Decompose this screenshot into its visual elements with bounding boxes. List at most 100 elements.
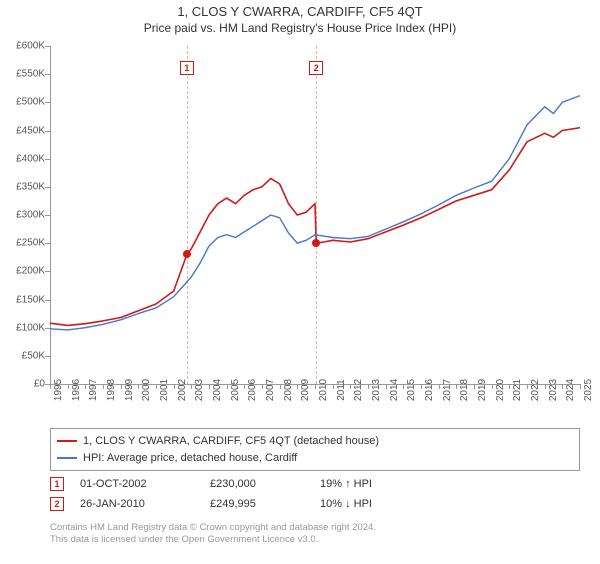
y-tick <box>45 46 50 47</box>
y-tick <box>45 159 50 160</box>
row-change: 19% ↑ HPI <box>320 478 440 490</box>
y-tick-label: £150K <box>0 294 45 305</box>
x-tick <box>121 384 122 389</box>
y-tick-label: £400K <box>0 153 45 164</box>
x-tick <box>527 384 528 389</box>
x-tick <box>421 384 422 389</box>
y-tick <box>45 328 50 329</box>
y-tick-label: £500K <box>0 97 45 108</box>
legend-swatch-icon <box>57 440 77 442</box>
y-tick <box>45 243 50 244</box>
legend-row: HPI: Average price, detached house, Card… <box>57 450 573 467</box>
x-tick <box>439 384 440 389</box>
attribution-line-1: Contains HM Land Registry data © Crown c… <box>50 522 580 534</box>
x-tick <box>545 384 546 389</box>
x-tick-label: 2012 <box>353 379 364 401</box>
attribution: Contains HM Land Registry data © Crown c… <box>50 522 580 547</box>
x-tick <box>580 384 581 389</box>
y-tick <box>45 300 50 301</box>
y-tick-label: £50K <box>0 350 45 361</box>
x-tick-label: 2018 <box>459 379 470 401</box>
row-marker-icon: 2 <box>50 497 64 511</box>
legend-label: 1, CLOS Y CWARRA, CARDIFF, CF5 4QT (deta… <box>83 433 379 450</box>
x-tick-label: 2021 <box>512 379 523 401</box>
y-tick-label: £550K <box>0 69 45 80</box>
x-tick <box>103 384 104 389</box>
y-tick <box>45 102 50 103</box>
x-tick-label: 2025 <box>583 379 594 401</box>
chart-marker-label: 2 <box>309 61 323 75</box>
x-tick <box>227 384 228 389</box>
x-tick <box>262 384 263 389</box>
x-tick-label: 2010 <box>318 379 329 401</box>
y-tick-label: £100K <box>0 322 45 333</box>
row-marker-icon: 1 <box>50 477 64 491</box>
legend-row: 1, CLOS Y CWARRA, CARDIFF, CF5 4QT (deta… <box>57 433 573 450</box>
x-tick-label: 1998 <box>106 379 117 401</box>
x-tick-label: 2016 <box>424 379 435 401</box>
table-row: 226-JAN-2010£249,99510% ↓ HPI <box>50 494 580 514</box>
x-tick-label: 2017 <box>442 379 453 401</box>
chart-title: 1, CLOS Y CWARRA, CARDIFF, CF5 4QT <box>0 4 600 19</box>
legend-label: HPI: Average price, detached house, Card… <box>83 450 297 467</box>
x-tick-label: 2011 <box>336 379 347 401</box>
x-tick <box>386 384 387 389</box>
x-tick <box>50 384 51 389</box>
x-tick-label: 2001 <box>159 379 170 401</box>
x-tick-label: 2004 <box>212 379 223 401</box>
legend-swatch-icon <box>57 457 77 459</box>
chart-subtitle: Price paid vs. HM Land Registry's House … <box>0 21 600 35</box>
legend-box: 1, CLOS Y CWARRA, CARDIFF, CF5 4QT (deta… <box>50 428 580 471</box>
x-tick-label: 2000 <box>141 379 152 401</box>
row-date: 26-JAN-2010 <box>74 498 200 510</box>
x-tick <box>456 384 457 389</box>
y-tick <box>45 215 50 216</box>
row-date: 01-OCT-2002 <box>74 478 200 490</box>
x-tick-label: 1996 <box>71 379 82 401</box>
y-tick-label: £600K <box>0 41 45 52</box>
x-tick <box>403 384 404 389</box>
x-tick <box>156 384 157 389</box>
y-tick-label: £300K <box>0 210 45 221</box>
x-tick <box>191 384 192 389</box>
y-tick <box>45 187 50 188</box>
x-tick <box>297 384 298 389</box>
x-tick-label: 2003 <box>194 379 205 401</box>
x-tick <box>509 384 510 389</box>
y-tick-label: £450K <box>0 125 45 136</box>
x-tick <box>492 384 493 389</box>
sale-point-icon <box>183 250 191 258</box>
x-tick-label: 2008 <box>283 379 294 401</box>
x-tick <box>333 384 334 389</box>
attribution-line-2: This data is licensed under the Open Gov… <box>50 534 580 546</box>
y-tick-label: £0 <box>0 379 45 390</box>
row-price: £230,000 <box>210 478 310 490</box>
x-tick <box>174 384 175 389</box>
x-tick-label: 2019 <box>477 379 488 401</box>
sale-point-icon <box>312 239 320 247</box>
x-tick <box>209 384 210 389</box>
x-tick-label: 2006 <box>247 379 258 401</box>
x-tick-label: 2005 <box>230 379 241 401</box>
row-change: 10% ↓ HPI <box>320 498 440 510</box>
x-tick-label: 2015 <box>406 379 417 401</box>
x-tick-label: 1995 <box>53 379 64 401</box>
line-series-svg <box>50 46 580 384</box>
sales-table: 1 01-OCT-2002 £230,000 19% ↑ HPI 2 26-JAN-201… <box>50 474 580 514</box>
x-tick <box>138 384 139 389</box>
x-tick <box>315 384 316 389</box>
x-tick-label: 2024 <box>565 379 576 401</box>
table-row: 1 01-OCT-2002 £230,000 19% ↑ HPI <box>50 474 580 494</box>
x-tick <box>85 384 86 389</box>
x-tick-label: 2007 <box>265 379 276 401</box>
x-tick <box>280 384 281 389</box>
y-tick-label: £250K <box>0 238 45 249</box>
x-tick <box>68 384 69 389</box>
x-tick <box>562 384 563 389</box>
y-tick <box>45 271 50 272</box>
series-line <box>50 128 580 326</box>
x-tick-label: 2020 <box>495 379 506 401</box>
x-tick-label: 2013 <box>371 379 382 401</box>
x-tick-label: 2009 <box>300 379 311 401</box>
y-tick <box>45 131 50 132</box>
